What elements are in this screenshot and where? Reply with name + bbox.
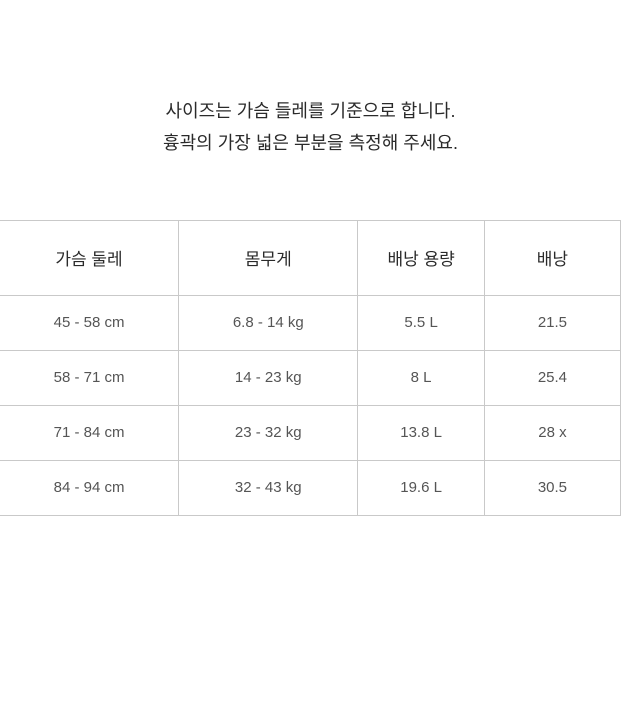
table-row: 45 - 58 cm 6.8 - 14 kg 5.5 L 21.5 [0, 295, 621, 350]
table-cell: 32 - 43 kg [179, 460, 358, 515]
size-table-wrapper: 가슴 둘레 몸무게 배낭 용량 배낭 45 - 58 cm 6.8 - 14 k… [0, 220, 621, 516]
table-row: 71 - 84 cm 23 - 32 kg 13.8 L 28 x [0, 405, 621, 460]
table-cell: 6.8 - 14 kg [179, 295, 358, 350]
table-header-chest: 가슴 둘레 [0, 220, 179, 295]
description-line-2: 흉곽의 가장 넓은 부분을 측정해 주세요. [0, 127, 621, 159]
table-cell: 21.5 [484, 295, 620, 350]
table-cell: 5.5 L [358, 295, 484, 350]
description-line-1: 사이즈는 가슴 들레를 기준으로 합니다. [0, 95, 621, 127]
table-header-bag: 배낭 [484, 220, 620, 295]
table-cell: 13.8 L [358, 405, 484, 460]
table-cell: 84 - 94 cm [0, 460, 179, 515]
table-cell: 23 - 32 kg [179, 405, 358, 460]
table-cell: 28 x [484, 405, 620, 460]
table-cell: 19.6 L [358, 460, 484, 515]
table-row: 84 - 94 cm 32 - 43 kg 19.6 L 30.5 [0, 460, 621, 515]
table-header-weight: 몸무게 [179, 220, 358, 295]
table-cell: 45 - 58 cm [0, 295, 179, 350]
table-row: 58 - 71 cm 14 - 23 kg 8 L 25.4 [0, 350, 621, 405]
table-cell: 25.4 [484, 350, 620, 405]
table-cell: 58 - 71 cm [0, 350, 179, 405]
description-block: 사이즈는 가슴 들레를 기준으로 합니다. 흉곽의 가장 넓은 부분을 측정해 … [0, 95, 621, 160]
size-table: 가슴 둘레 몸무게 배낭 용량 배낭 45 - 58 cm 6.8 - 14 k… [0, 220, 621, 516]
table-header-capacity: 배낭 용량 [358, 220, 484, 295]
table-cell: 30.5 [484, 460, 620, 515]
table-header-row: 가슴 둘레 몸무게 배낭 용량 배낭 [0, 220, 621, 295]
table-cell: 71 - 84 cm [0, 405, 179, 460]
table-cell: 8 L [358, 350, 484, 405]
table-cell: 14 - 23 kg [179, 350, 358, 405]
